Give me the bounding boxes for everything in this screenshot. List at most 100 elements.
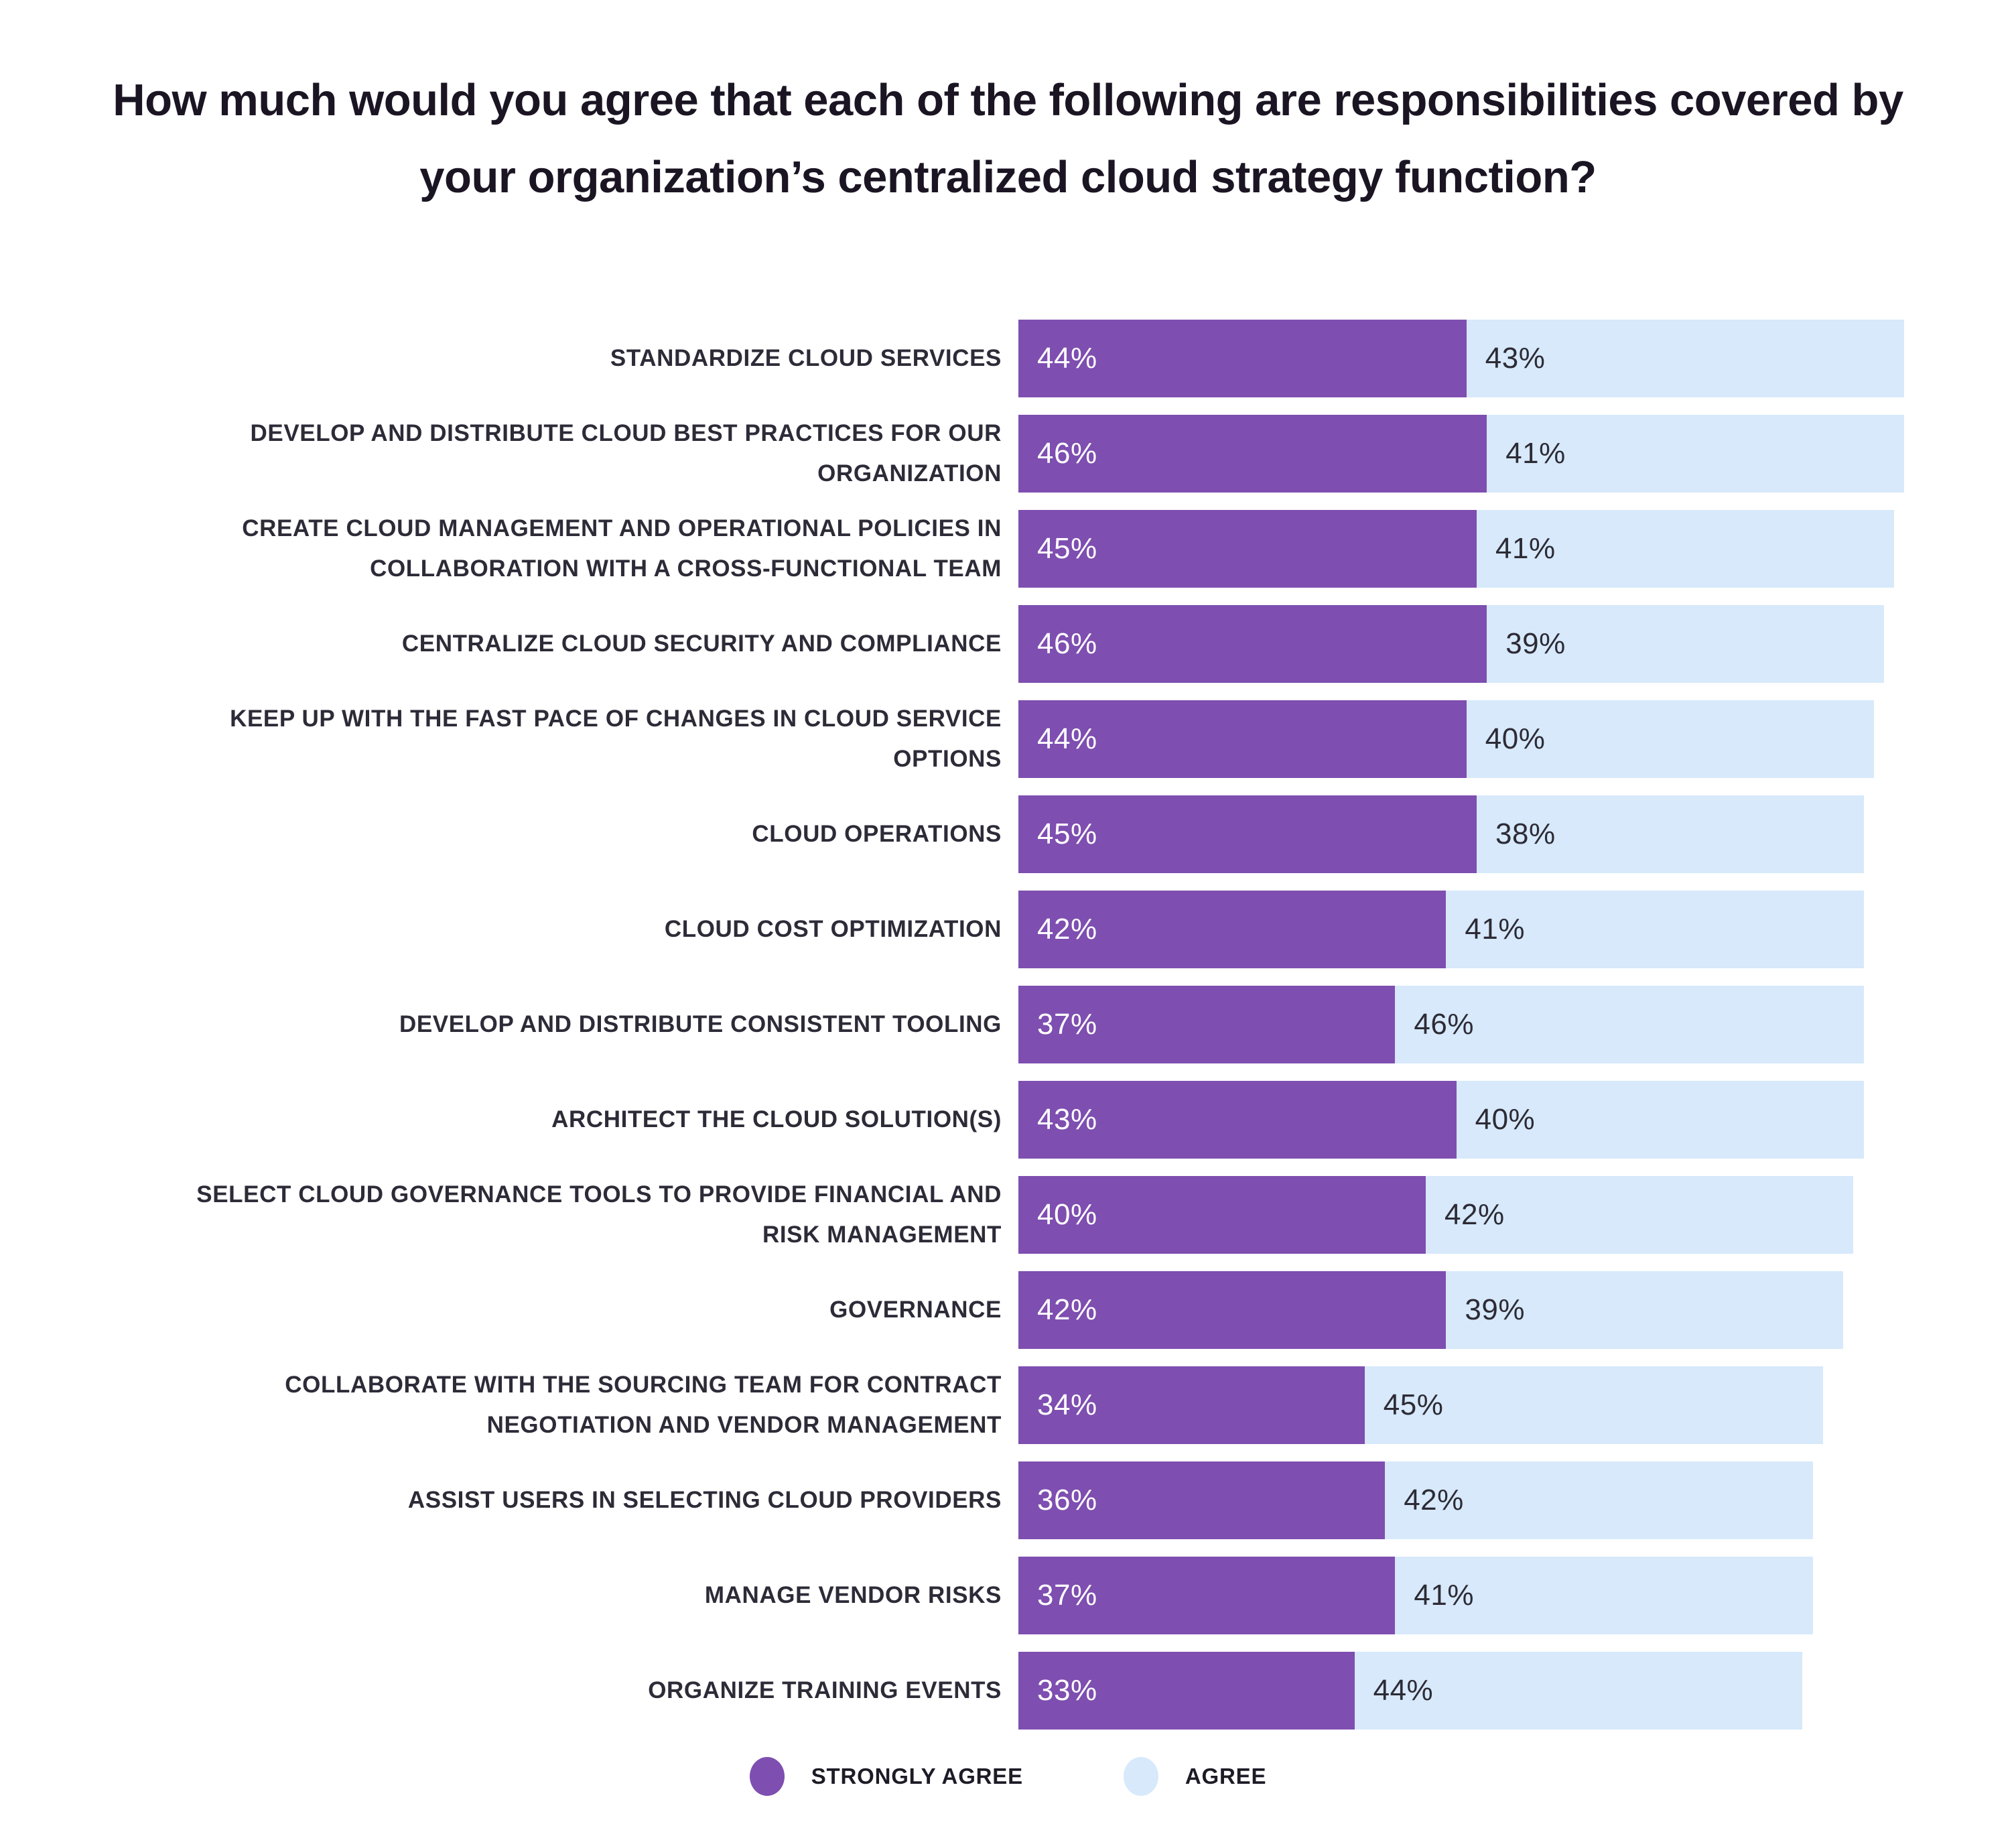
row-label: CLOUD OPERATIONS bbox=[752, 821, 1002, 848]
agree-segment: 39% bbox=[1446, 1271, 1844, 1350]
row-label: KEEP UP WITH THE FAST PACE OF CHANGES IN… bbox=[230, 706, 1002, 773]
strongly-agree-value: 40% bbox=[1037, 1198, 1097, 1232]
agree-value: 41% bbox=[1505, 437, 1566, 470]
strongly-agree-value: 34% bbox=[1037, 1388, 1097, 1422]
chart-row: CENTRALIZE CLOUD SECURITY AND COMPLIANCE… bbox=[0, 596, 2016, 692]
strongly-agree-value: 42% bbox=[1037, 1293, 1097, 1327]
chart-row: MANAGE VENDOR RISKS 37% 41% bbox=[0, 1548, 2016, 1643]
stacked-bar: 37% 41% bbox=[1018, 1557, 1813, 1635]
stacked-bar: 45% 41% bbox=[1018, 510, 1895, 588]
stacked-bar: 40% 42% bbox=[1018, 1176, 1854, 1254]
stacked-bar: 36% 42% bbox=[1018, 1461, 1813, 1540]
agree-segment: 41% bbox=[1446, 891, 1864, 969]
agree-segment: 44% bbox=[1354, 1652, 1803, 1730]
strongly-agree-segment: 34% bbox=[1018, 1366, 1365, 1445]
strongly-agree-segment: 45% bbox=[1018, 510, 1477, 588]
strongly-agree-value: 33% bbox=[1037, 1674, 1097, 1707]
chart-row: STANDARDIZE CLOUD SERVICES 44% 43% bbox=[0, 311, 2016, 406]
chart-row: ORGANIZE TRAINING EVENTS 33% 44% bbox=[0, 1643, 2016, 1738]
row-label: GOVERNANCE bbox=[829, 1297, 1002, 1323]
agree-segment: 41% bbox=[1487, 415, 1905, 493]
agree-value: 41% bbox=[1495, 532, 1556, 566]
agree-value: 45% bbox=[1383, 1388, 1444, 1422]
agree-segment: 42% bbox=[1426, 1176, 1854, 1254]
chart-row: ASSIST USERS IN SELECTING CLOUD PROVIDER… bbox=[0, 1453, 2016, 1548]
stacked-bar: 37% 46% bbox=[1018, 986, 1864, 1064]
strongly-agree-value: 42% bbox=[1037, 913, 1097, 946]
chart-row: CREATE CLOUD MANAGEMENT AND OPERATIONAL … bbox=[0, 501, 2016, 596]
strongly-agree-value: 36% bbox=[1037, 1484, 1097, 1517]
stacked-bar: 43% 40% bbox=[1018, 1081, 1864, 1159]
chart-row: DEVELOP AND DISTRIBUTE CONSISTENT TOOLIN… bbox=[0, 977, 2016, 1072]
strongly-agree-segment: 42% bbox=[1018, 891, 1447, 969]
agree-value: 42% bbox=[1404, 1484, 1464, 1517]
row-label: DEVELOP AND DISTRIBUTE CLOUD BEST PRACTI… bbox=[250, 420, 1002, 487]
chart-row: COLLABORATE WITH THE SOURCING TEAM FOR C… bbox=[0, 1358, 2016, 1453]
strongly-agree-segment: 44% bbox=[1018, 320, 1467, 398]
stacked-bar: 44% 43% bbox=[1018, 320, 1905, 398]
agree-value: 41% bbox=[1414, 1579, 1474, 1612]
chart-title: How much would you agree that each of th… bbox=[113, 75, 1903, 203]
row-label: CLOUD COST OPTIMIZATION bbox=[664, 916, 1002, 943]
row-label: CREATE CLOUD MANAGEMENT AND OPERATIONAL … bbox=[242, 515, 1002, 582]
legend-label: STRONGLY AGREE bbox=[811, 1764, 1023, 1789]
stacked-bar: 46% 41% bbox=[1018, 415, 1905, 493]
chart-row: DEVELOP AND DISTRIBUTE CLOUD BEST PRACTI… bbox=[0, 406, 2016, 501]
row-label: ASSIST USERS IN SELECTING CLOUD PROVIDER… bbox=[407, 1487, 1002, 1514]
agree-value: 46% bbox=[1414, 1008, 1474, 1041]
strongly-agree-segment: 46% bbox=[1018, 415, 1487, 493]
chart-row: CLOUD COST OPTIMIZATION 42% 41% bbox=[0, 882, 2016, 977]
agree-segment: 46% bbox=[1395, 986, 1864, 1064]
agree-value: 40% bbox=[1475, 1103, 1536, 1136]
legend: STRONGLY AGREE AGREE bbox=[0, 1757, 2016, 1797]
strongly-agree-value: 37% bbox=[1037, 1008, 1097, 1041]
agree-segment: 41% bbox=[1395, 1557, 1813, 1635]
legend-item-strongly-agree: STRONGLY AGREE bbox=[749, 1757, 1023, 1797]
agree-segment: 39% bbox=[1487, 605, 1884, 683]
agree-value: 42% bbox=[1444, 1198, 1505, 1232]
agree-value: 39% bbox=[1505, 627, 1566, 661]
row-label: DEVELOP AND DISTRIBUTE CONSISTENT TOOLIN… bbox=[399, 1011, 1002, 1038]
strongly-agree-segment: 36% bbox=[1018, 1461, 1386, 1540]
agree-segment: 43% bbox=[1466, 320, 1905, 398]
bar-chart: STANDARDIZE CLOUD SERVICES 44% 43% DEVEL… bbox=[0, 311, 2016, 1738]
strongly-agree-segment: 43% bbox=[1018, 1081, 1457, 1159]
row-label: COLLABORATE WITH THE SOURCING TEAM FOR C… bbox=[285, 1372, 1002, 1439]
strongly-agree-segment: 45% bbox=[1018, 795, 1477, 874]
agree-segment: 40% bbox=[1466, 700, 1874, 779]
agree-value: 39% bbox=[1465, 1293, 1525, 1327]
agree-value: 40% bbox=[1485, 722, 1546, 756]
agree-segment: 41% bbox=[1477, 510, 1895, 588]
row-label: SELECT CLOUD GOVERNANCE TOOLS TO PROVIDE… bbox=[196, 1181, 1002, 1248]
strongly-agree-segment: 44% bbox=[1018, 700, 1467, 779]
strongly-agree-value: 43% bbox=[1037, 1103, 1097, 1136]
strongly-agree-value: 45% bbox=[1037, 532, 1097, 566]
agree-segment: 40% bbox=[1456, 1081, 1864, 1159]
stacked-bar: 33% 44% bbox=[1018, 1652, 1803, 1730]
chart-row: CLOUD OPERATIONS 45% 38% bbox=[0, 787, 2016, 882]
strongly-agree-segment: 37% bbox=[1018, 1557, 1396, 1635]
strongly-agree-segment: 33% bbox=[1018, 1652, 1355, 1730]
strongly-agree-segment: 37% bbox=[1018, 986, 1396, 1064]
agree-segment: 42% bbox=[1385, 1461, 1813, 1540]
agree-value: 43% bbox=[1485, 342, 1546, 375]
legend-label: AGREE bbox=[1185, 1764, 1267, 1789]
agree-value: 38% bbox=[1495, 818, 1556, 851]
chart-row: KEEP UP WITH THE FAST PACE OF CHANGES IN… bbox=[0, 692, 2016, 787]
agree-value: 41% bbox=[1465, 913, 1525, 946]
row-label: ORGANIZE TRAINING EVENTS bbox=[648, 1677, 1002, 1704]
legend-swatch-icon bbox=[749, 1757, 785, 1797]
strongly-agree-value: 44% bbox=[1037, 342, 1097, 375]
stacked-bar: 46% 39% bbox=[1018, 605, 1884, 683]
stacked-bar: 44% 40% bbox=[1018, 700, 1874, 779]
strongly-agree-value: 45% bbox=[1037, 818, 1097, 851]
stacked-bar: 45% 38% bbox=[1018, 795, 1864, 874]
agree-value: 44% bbox=[1373, 1674, 1434, 1707]
row-label: MANAGE VENDOR RISKS bbox=[704, 1582, 1002, 1609]
strongly-agree-value: 46% bbox=[1037, 627, 1097, 661]
agree-segment: 45% bbox=[1364, 1366, 1823, 1445]
row-label: ARCHITECT THE CLOUD SOLUTION(S) bbox=[551, 1106, 1002, 1133]
chart-row: SELECT CLOUD GOVERNANCE TOOLS TO PROVIDE… bbox=[0, 1167, 2016, 1262]
legend-item-agree: AGREE bbox=[1123, 1757, 1267, 1797]
chart-row: ARCHITECT THE CLOUD SOLUTION(S) 43% 40% bbox=[0, 1072, 2016, 1167]
